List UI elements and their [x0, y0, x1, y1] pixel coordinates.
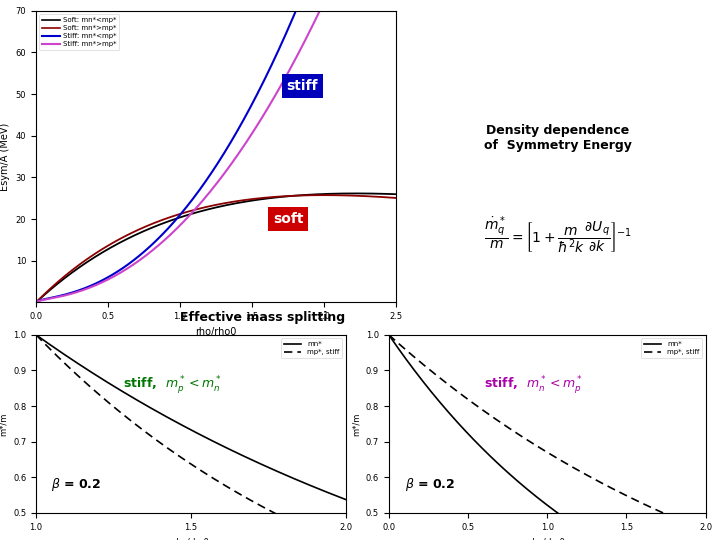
Stiff mn*<mp* — [292, 8, 300, 14]
Soft mn*<mp* — [32, 299, 40, 306]
Stiff mn*>mp* — [75, 288, 84, 294]
mp*, stiff — [215, 479, 224, 485]
mp*, stiff — [312, 530, 321, 537]
mp*, stiff — [578, 470, 587, 476]
Soft mn*>mp* — [392, 195, 400, 201]
mp*, stiff — [572, 466, 580, 472]
Soft mn*<mp* — [174, 214, 183, 221]
Stiff mn*>mp* — [292, 55, 300, 62]
mp*, stiff — [385, 333, 394, 339]
Text: $\beta$ = 0.2: $\beta$ = 0.2 — [405, 476, 454, 493]
Stiff mn*<mp* — [75, 287, 84, 293]
Soft mn*>mp* — [174, 211, 183, 218]
mn* — [572, 523, 580, 529]
mp*, stiff — [672, 515, 680, 522]
Stiff mn*>mp* — [32, 299, 40, 305]
Y-axis label: m*/m: m*/m — [351, 412, 360, 436]
mp*, stiff — [652, 507, 660, 513]
Text: $\dfrac{\dot{m}_q^*}{m} = \left[1+\dfrac{m}{\hbar^2 k}\dfrac{\partial U_q}{\part: $\dfrac{\dot{m}_q^*}{m} = \left[1+\dfrac… — [484, 214, 632, 255]
Line: Stiff mn*>mp*: Stiff mn*>mp* — [36, 0, 396, 302]
Soft mn*<mp* — [392, 191, 400, 198]
mn* — [216, 442, 225, 448]
Line: mn*: mn* — [389, 335, 706, 540]
Soft mn*<mp* — [352, 190, 361, 197]
Stiff mn*<mp* — [293, 3, 302, 10]
Legend: Soft: mn*<mp*, Soft: mn*>mp*, Stiff: mn*<mp*, Stiff: mn*>mp*: Soft: mn*<mp*, Soft: mn*>mp*, Stiff: mn*… — [40, 14, 120, 50]
Line: Stiff mn*<mp*: Stiff mn*<mp* — [36, 0, 396, 302]
Stiff mn*<mp* — [32, 299, 40, 305]
Soft mn*<mp* — [258, 196, 267, 202]
mp*, stiff — [573, 467, 582, 473]
mn* — [385, 333, 394, 340]
Line: Soft mn*>mp*: Soft mn*>mp* — [36, 195, 396, 302]
mn* — [32, 332, 41, 339]
Stiff mn*>mp* — [174, 224, 183, 230]
Stiff mn*>mp* — [149, 246, 158, 253]
X-axis label: rho/rho0: rho/rho0 — [173, 537, 209, 540]
Stiff mn*<mp* — [174, 213, 183, 220]
Soft mn*>mp* — [258, 195, 267, 201]
Text: Density dependence
of  Symmetry Energy: Density dependence of Symmetry Energy — [484, 124, 632, 152]
mn* — [215, 441, 224, 448]
mp*, stiff — [701, 528, 710, 534]
Stiff mn*>mp* — [258, 113, 267, 120]
Legend: mn*, mp*, stiff: mn*, mp*, stiff — [282, 338, 342, 358]
mn* — [573, 524, 582, 530]
Text: stiff: stiff — [287, 79, 318, 93]
mn* — [221, 444, 230, 450]
Text: $\beta$ = 0.2: $\beta$ = 0.2 — [52, 476, 102, 493]
mp*, stiff — [384, 332, 393, 338]
mp*, stiff — [221, 483, 230, 489]
Y-axis label: m*/m: m*/m — [0, 412, 7, 436]
Soft mn*>mp* — [320, 192, 328, 198]
mp*, stiff — [216, 480, 225, 486]
Soft mn*<mp* — [293, 192, 302, 199]
Stiff mn*>mp* — [293, 51, 302, 58]
Line: mp*, stiff: mp*, stiff — [389, 335, 706, 531]
mn* — [312, 485, 321, 491]
Soft mn*>mp* — [75, 261, 84, 268]
Text: stiff,  $m_p^* < m_n^*$: stiff, $m_p^* < m_n^*$ — [122, 374, 222, 396]
Soft mn*>mp* — [149, 220, 158, 227]
mn* — [384, 332, 393, 338]
mn* — [32, 332, 40, 338]
Line: mp*, stiff: mp*, stiff — [36, 335, 346, 540]
Soft mn*<mp* — [292, 192, 300, 199]
mp*, stiff — [32, 332, 40, 338]
Text: Effective mass splitting: Effective mass splitting — [180, 310, 346, 324]
Soft mn*>mp* — [32, 299, 40, 306]
Stiff mn*<mp* — [149, 240, 158, 247]
Legend: mn*, mp*, stiff: mn*, mp*, stiff — [642, 338, 702, 358]
mp*, stiff — [32, 333, 41, 339]
Soft mn*>mp* — [293, 192, 302, 199]
Soft mn*<mp* — [149, 224, 158, 231]
mn* — [292, 477, 301, 483]
Line: Soft mn*<mp*: Soft mn*<mp* — [36, 193, 396, 302]
X-axis label: rho/rho0: rho/rho0 — [195, 327, 237, 336]
Soft mn*<mp* — [75, 264, 84, 271]
Line: mn*: mn* — [36, 335, 346, 500]
Text: stiff,  $m_n^* < m_p^*$: stiff, $m_n^* < m_p^*$ — [484, 374, 582, 396]
Text: soft: soft — [273, 212, 303, 226]
Y-axis label: Esym/A (MeV): Esym/A (MeV) — [0, 123, 10, 191]
mn* — [578, 527, 587, 534]
Soft mn*>mp* — [292, 192, 300, 199]
mn* — [341, 496, 350, 503]
X-axis label: rho/rho0: rho/rho0 — [529, 537, 565, 540]
Stiff mn*<mp* — [258, 80, 267, 87]
mp*, stiff — [292, 521, 301, 528]
